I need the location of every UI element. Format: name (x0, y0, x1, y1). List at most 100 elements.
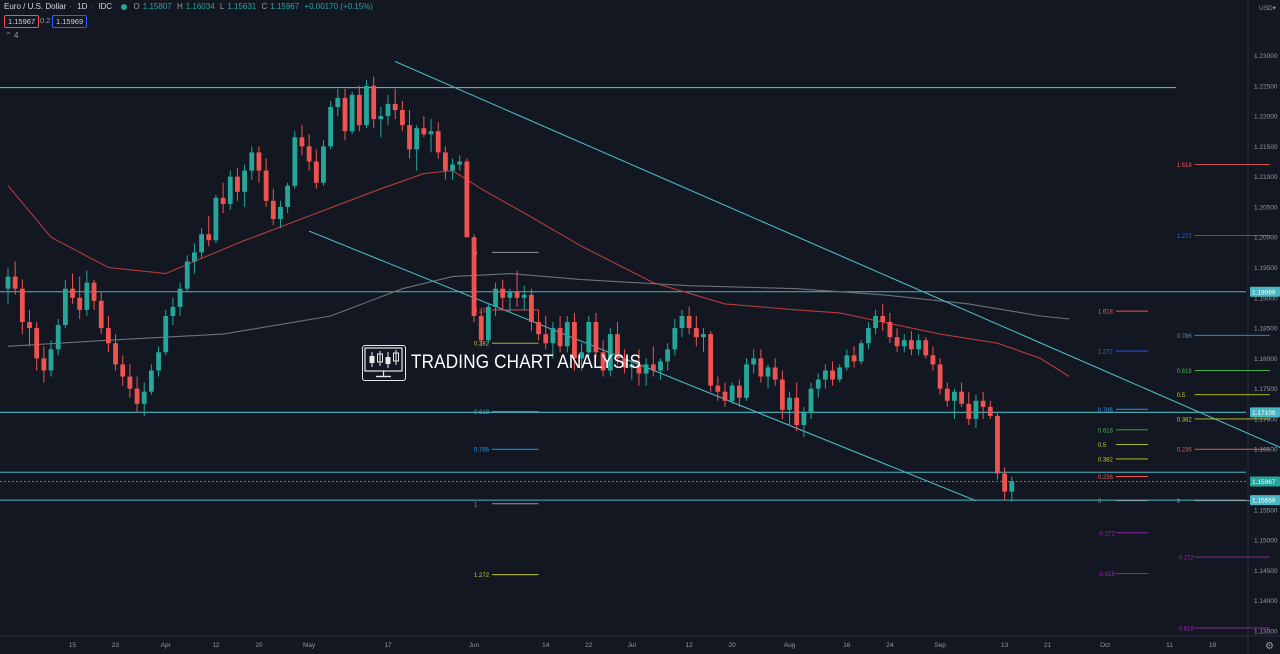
high-label: H (176, 2, 183, 11)
candle-body (995, 415, 1000, 474)
price-tag-box (1250, 407, 1280, 418)
time-tick-label: 20 (729, 642, 737, 649)
price-tag-box (1250, 476, 1280, 487)
time-tick-label: 12 (686, 642, 694, 649)
change-value: +0.00170 (+0.15%) (304, 2, 373, 11)
candle-body (206, 234, 212, 241)
candle-body (220, 197, 226, 204)
price-tick-label: 1.15000 (1254, 538, 1278, 545)
buy-price-button[interactable]: 1.15969 (52, 15, 88, 28)
candle-body (98, 300, 104, 329)
candle-body (457, 161, 463, 165)
candle-body (866, 328, 871, 344)
time-tick-label: 19 (1209, 642, 1217, 649)
candle-body (679, 315, 685, 329)
time-tick-label: 11 (1166, 642, 1173, 649)
time-axis-labels: 15 23 Apr 12 20 May 17 Jun 14 22 Jul 12 20 Aug 16 24 Sep… (69, 642, 1217, 649)
candle-body (127, 376, 133, 389)
candle-body (249, 152, 255, 171)
candle-body (134, 388, 140, 404)
candle-body (600, 352, 606, 371)
price-tick-label: 1.20000 (1254, 235, 1278, 242)
low-label: L (219, 2, 225, 11)
candle-body (292, 137, 298, 186)
time-tick-label: 15 (69, 642, 77, 649)
candle-body (822, 370, 828, 380)
candle-body (751, 358, 757, 365)
candle-body (227, 176, 233, 204)
candle-body (471, 237, 477, 316)
candle-body (722, 391, 728, 401)
candle-body (414, 128, 420, 150)
moving-average-200 (7, 273, 1070, 347)
open-label: O (133, 2, 140, 11)
fib-level-label: 0.382 (1177, 417, 1193, 423)
candle-body (285, 185, 291, 207)
time-tick-label: 23 (112, 642, 120, 649)
candle-body (736, 385, 742, 398)
time-tick-label: 14 (542, 642, 550, 649)
fib-level-label: 0.786 (1098, 408, 1114, 414)
candle-body (658, 361, 663, 371)
candle-body (801, 412, 807, 426)
candle-body (485, 306, 491, 341)
candle-body (973, 400, 979, 419)
currency-selector[interactable]: USD▾ (1259, 4, 1276, 12)
high-value: 1.16034 (185, 2, 215, 11)
symbol-name[interactable]: Euro / U.S. Dollar (4, 2, 67, 11)
indicators-collapse-toggle[interactable]: ⌃ 4 (5, 31, 18, 40)
currency-label: USD (1259, 5, 1273, 12)
price-tick-label: 1.18000 (1254, 356, 1278, 363)
candle-body (937, 364, 943, 389)
market-status-icon (121, 3, 128, 10)
fib-level-label: 1 (474, 502, 478, 508)
candle-body (615, 334, 620, 359)
candle-body (980, 400, 986, 407)
candle-body (493, 288, 498, 307)
price-tick-label: 1.20500 (1254, 204, 1278, 211)
watermark: TRADING CHART ANALYSIS (362, 345, 667, 381)
candle-body (213, 197, 219, 241)
open-value: 1.15807 (142, 2, 172, 11)
candle-body (156, 352, 161, 371)
interval[interactable]: 1D (77, 2, 88, 11)
price-axis-labels: 1.23000 1.22500 1.22000 1.21500 1.21000 1.205… (1254, 53, 1278, 635)
candle-body (536, 322, 541, 335)
fib-level-label: 0.618 (1098, 428, 1114, 434)
candle-body (787, 397, 792, 410)
watermark-text: TRADING CHART ANALYSIS (411, 352, 642, 373)
settings-gear-icon[interactable]: ⚙ (1265, 641, 1274, 652)
candle-body (421, 128, 427, 135)
time-tick-label: 13 (1001, 642, 1009, 649)
candle-body (1002, 473, 1008, 492)
candle-body (91, 282, 97, 301)
candle-body (170, 306, 176, 316)
price-tick-label: 1.22000 (1254, 114, 1278, 121)
candle-body (529, 294, 534, 323)
candle-body (966, 403, 972, 419)
price-tag-label: 1.19099 (1252, 289, 1276, 296)
candle-body (909, 340, 914, 350)
candle-body (894, 337, 900, 347)
candle-body (500, 288, 506, 298)
candle-body (765, 367, 771, 377)
time-tick-label: 12 (212, 642, 220, 649)
candle-body (256, 152, 262, 171)
price-axis-panel[interactable] (1248, 0, 1280, 654)
candle-body (543, 334, 549, 344)
price-tag-box (1250, 286, 1280, 297)
candle-body (442, 152, 448, 171)
candle-body (48, 349, 54, 371)
price-tick-label: 1.21000 (1254, 174, 1278, 181)
trend-channel (308, 61, 1280, 502)
symbol-header: Euro / U.S. Dollar · 1D · IDC O 1.15807 H 1.… (4, 2, 373, 11)
sell-price-button[interactable]: 1.15967 (4, 15, 40, 28)
candle-body (120, 364, 126, 377)
candle-body (959, 391, 965, 404)
candle-body (693, 328, 699, 338)
candle-body (399, 110, 405, 126)
candle-body (844, 355, 850, 368)
candle-body (952, 391, 957, 401)
